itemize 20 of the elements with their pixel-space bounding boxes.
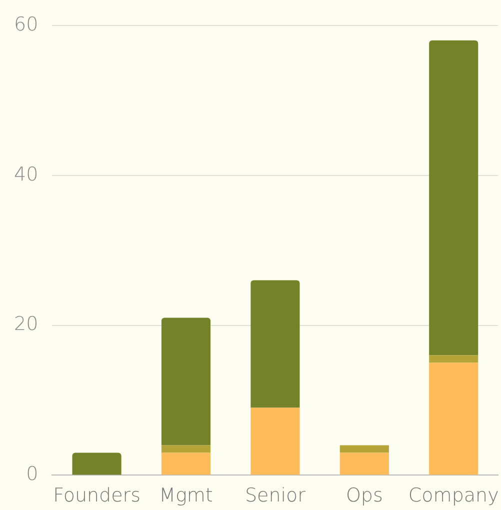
y-tick-label: 20 (14, 313, 38, 336)
x-tick-label: Mgmt (159, 484, 213, 507)
bar (340, 452, 389, 475)
y-tick-label: 60 (14, 13, 38, 36)
x-tick-label: Ops (346, 484, 383, 507)
bar (429, 355, 478, 363)
x-tick-label: Senior (244, 484, 306, 507)
bar (429, 362, 478, 475)
bar (250, 280, 300, 408)
y-tick-label: 40 (14, 163, 38, 186)
x-tick-label: Founders (53, 484, 140, 507)
bar (250, 408, 300, 475)
bar (161, 452, 211, 475)
bar (340, 445, 389, 453)
bar (161, 445, 211, 453)
x-tick-label: Company (408, 484, 499, 507)
bar (161, 318, 211, 446)
bar (429, 40, 478, 356)
y-tick-label: 0 (26, 463, 38, 486)
bar (72, 452, 122, 475)
